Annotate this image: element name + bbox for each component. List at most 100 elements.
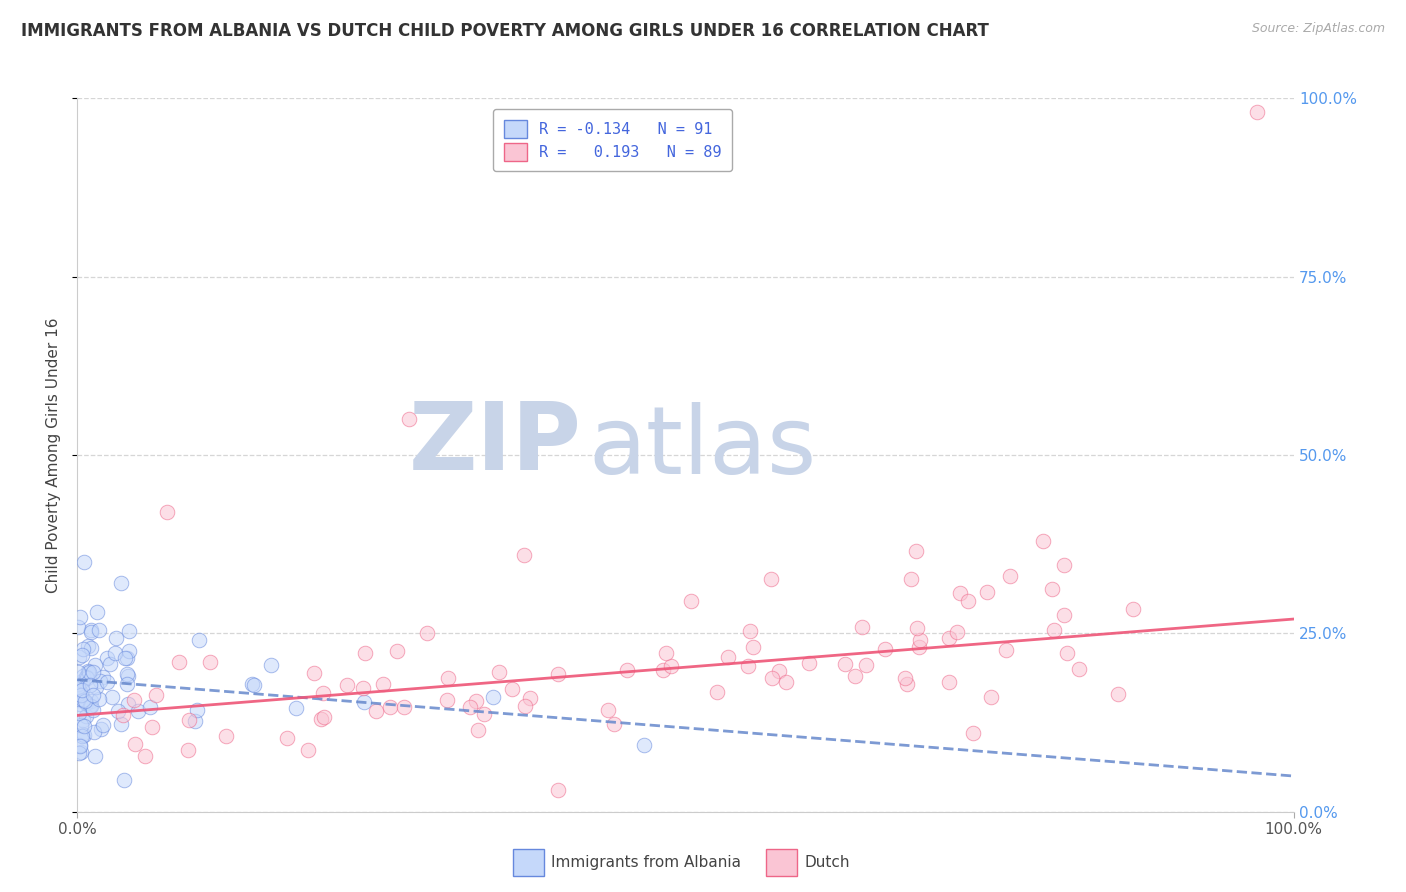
Point <box>69 738 91 752</box>
Text: atlas: atlas <box>588 401 817 494</box>
Point <box>75 670 97 684</box>
Point <box>1053 607 1076 622</box>
Point <box>302 666 325 681</box>
Point <box>742 640 765 654</box>
Point <box>875 641 897 656</box>
Point <box>117 697 139 711</box>
Point <box>156 505 179 519</box>
Point <box>82 688 104 702</box>
Point <box>96 675 118 690</box>
Point <box>336 678 359 692</box>
Point <box>76 664 98 678</box>
Point <box>352 681 374 696</box>
Point <box>905 621 928 635</box>
Y-axis label: Child Poverty Among Girls Under 16: Child Poverty Among Girls Under 16 <box>46 318 62 592</box>
Point <box>513 548 536 562</box>
Point <box>89 673 111 688</box>
Point <box>198 655 221 669</box>
Point <box>69 685 91 699</box>
Point <box>309 712 332 726</box>
Point <box>1107 687 1129 701</box>
Point <box>1069 662 1091 676</box>
Point <box>654 646 676 660</box>
Point <box>353 695 375 709</box>
Point <box>284 700 307 714</box>
Point <box>127 704 149 718</box>
Point <box>69 745 91 759</box>
Point <box>117 644 139 658</box>
Point <box>118 624 141 639</box>
Point <box>1052 558 1074 572</box>
Point <box>70 683 93 698</box>
Point <box>167 655 190 669</box>
Point <box>90 722 112 736</box>
Point <box>976 585 998 599</box>
Point <box>187 632 209 647</box>
Point <box>110 717 132 731</box>
Point <box>67 650 90 665</box>
Point <box>72 693 94 707</box>
Point <box>938 675 960 690</box>
Text: ZIP: ZIP <box>409 398 582 491</box>
Point <box>616 663 638 677</box>
Point <box>82 703 104 717</box>
Point <box>138 700 160 714</box>
Point <box>73 555 96 569</box>
Point <box>416 625 439 640</box>
Text: Source: ZipAtlas.com: Source: ZipAtlas.com <box>1251 22 1385 36</box>
Point <box>66 687 89 701</box>
Point <box>297 743 319 757</box>
Point <box>938 631 960 645</box>
Point <box>437 671 460 685</box>
Point <box>101 690 124 704</box>
Point <box>67 747 90 761</box>
Point <box>69 610 91 624</box>
Point <box>547 783 569 797</box>
Point <box>603 717 626 731</box>
Point <box>799 657 821 671</box>
Point <box>84 658 107 673</box>
Point <box>115 650 138 665</box>
Point <box>67 620 90 634</box>
Point <box>519 690 541 705</box>
Point <box>73 719 96 733</box>
Point <box>738 624 761 639</box>
Point <box>467 723 489 738</box>
Point <box>76 671 98 685</box>
Point <box>69 697 91 711</box>
Point <box>80 625 103 640</box>
Point <box>117 668 139 682</box>
Point <box>91 717 114 731</box>
Point <box>72 713 94 727</box>
Point <box>312 686 335 700</box>
Point <box>96 651 118 665</box>
Point <box>482 690 505 704</box>
Point <box>83 725 105 739</box>
Point <box>86 681 108 695</box>
Point <box>380 700 402 714</box>
Point <box>659 659 682 673</box>
Point <box>1056 646 1078 660</box>
Point <box>353 646 375 660</box>
Point <box>79 640 101 655</box>
Point <box>1246 105 1268 120</box>
Point <box>243 678 266 692</box>
Point <box>855 658 877 673</box>
Point <box>79 678 101 692</box>
Point <box>73 728 96 742</box>
Point <box>962 726 984 740</box>
Point <box>112 773 135 788</box>
Point <box>633 739 655 753</box>
Point <box>547 666 569 681</box>
Point <box>115 667 138 681</box>
Point <box>949 585 972 599</box>
Point <box>77 665 100 680</box>
Point <box>69 685 91 699</box>
Point <box>1043 623 1066 637</box>
Point <box>122 693 145 707</box>
Point <box>717 649 740 664</box>
Point <box>69 688 91 702</box>
Point <box>998 569 1021 583</box>
Point <box>145 688 167 702</box>
Legend: R = -0.134   N = 91, R =   0.193   N = 89: R = -0.134 N = 91, R = 0.193 N = 89 <box>494 110 733 171</box>
